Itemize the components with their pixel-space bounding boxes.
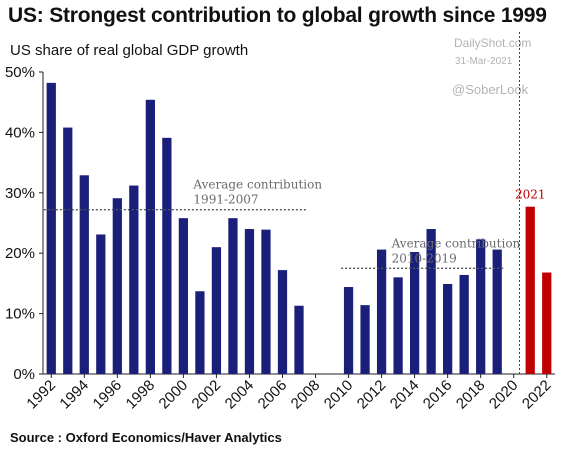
x-tick-label: 1996 — [90, 377, 126, 413]
x-tick-label: 2008 — [288, 377, 324, 413]
x-tick-label: 1998 — [123, 377, 159, 413]
x-tick-label: 2016 — [420, 377, 456, 413]
y-tick-label: 40% — [5, 124, 35, 141]
y-tick-label: 0% — [13, 366, 35, 383]
bar — [112, 198, 122, 374]
bar — [46, 82, 56, 374]
average-label-line2: 1991-2007 — [193, 193, 258, 207]
average-label-line1: Average contribution — [391, 236, 521, 250]
bar — [63, 127, 73, 375]
x-tick-label: 2002 — [189, 377, 225, 413]
bar — [195, 291, 205, 374]
bar — [261, 229, 271, 374]
x-tick-label: 2006 — [255, 377, 291, 413]
x-tick-label: 2020 — [486, 377, 522, 413]
average-label-line2: 2010-2019 — [392, 251, 457, 265]
bar — [211, 247, 222, 374]
bar — [426, 229, 436, 374]
x-tick-label: 2012 — [354, 377, 390, 413]
bar — [79, 175, 89, 374]
y-tick-label: 20% — [5, 245, 35, 262]
bar — [96, 234, 106, 374]
x-tick-label: 2000 — [156, 377, 192, 413]
x-tick-label: 2014 — [387, 377, 423, 413]
y-tick-label: 10% — [5, 306, 35, 323]
forecast-bar — [525, 206, 535, 374]
bar — [343, 287, 354, 374]
bar — [459, 274, 469, 374]
x-tick-label: 2022 — [519, 377, 555, 413]
bar — [294, 305, 304, 374]
bar — [443, 284, 453, 374]
x-tick-label: 2018 — [453, 377, 489, 413]
bar — [129, 185, 139, 374]
bar — [476, 239, 486, 374]
forecast-bar — [542, 272, 552, 374]
bar — [228, 218, 238, 374]
average-label-line1: Average contribution — [192, 178, 322, 192]
y-tick-label: 30% — [5, 185, 35, 202]
bar — [277, 270, 288, 374]
watermark-date: 31-Mar-2021 — [455, 56, 513, 67]
watermark-site: DailyShot.com — [454, 36, 532, 50]
bar — [376, 249, 387, 374]
bar — [393, 277, 403, 374]
x-tick-label: 2004 — [222, 377, 258, 413]
x-tick-label: 2010 — [321, 377, 357, 413]
bar — [492, 249, 502, 374]
forecast-label: 2021 — [515, 188, 546, 202]
y-tick-label: 50% — [5, 64, 35, 81]
x-tick-label: 1994 — [56, 377, 92, 413]
chart-subtitle: US share of real global GDP growth — [10, 42, 249, 59]
bar — [409, 251, 420, 374]
chart-source: Source : Oxford Economics/Haver Analytic… — [10, 430, 282, 445]
bar — [360, 305, 370, 374]
chart-title: US: Strongest contribution to global gro… — [8, 4, 547, 27]
bar — [145, 99, 155, 374]
bar — [162, 137, 172, 374]
bar — [244, 229, 255, 374]
watermark-handle: @SoberLook — [452, 82, 529, 97]
bar — [178, 218, 189, 374]
